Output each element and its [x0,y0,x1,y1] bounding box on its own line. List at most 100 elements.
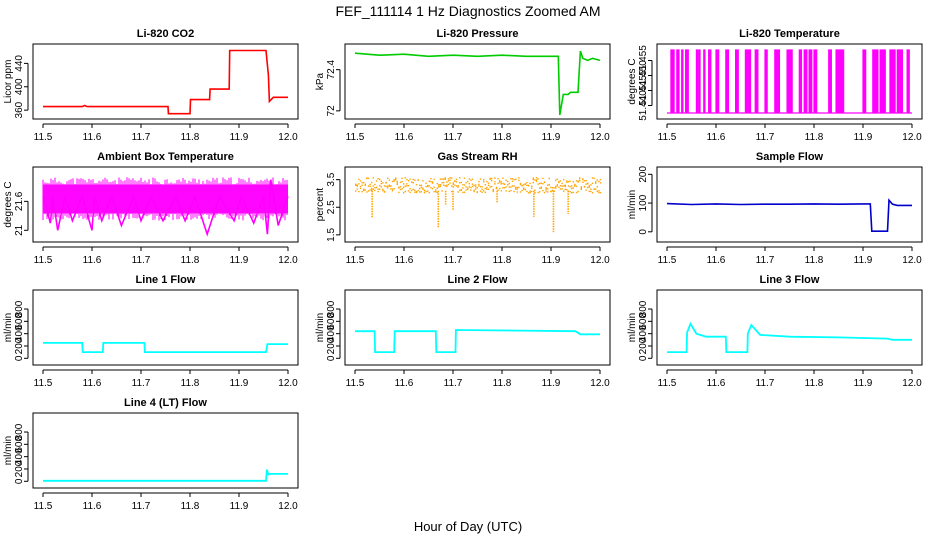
y-tick-label: 21.6 [14,191,25,211]
temperature-series-line [667,49,912,114]
rh-point [377,190,379,193]
rh-point [521,189,523,192]
rh-point [473,189,475,192]
rh-point [372,185,374,187]
rh-point [475,185,477,188]
rh-point [363,181,365,184]
rh-point [446,184,448,186]
y-tick-label: 600 [14,436,25,453]
rh-point [564,185,566,188]
rh-point [393,180,395,182]
rh-point [531,185,533,187]
rh-point [459,182,461,184]
rh-point [579,177,581,180]
rh-point [580,188,582,191]
rh-point [383,185,386,187]
x-tick-label: 11.6 [707,132,726,143]
rh-point [519,191,522,193]
rh-point [580,186,582,188]
x-tick-label: 12.0 [278,255,298,266]
rh-point [414,191,416,193]
rh-point [484,187,486,190]
rh-point [356,188,358,190]
rh-point [427,190,429,192]
rh-point [535,176,538,179]
y-tick-label: 51.445 [638,75,649,106]
y-tick-label: 100 [638,194,649,211]
rh-point [391,180,394,183]
rh-point [430,177,432,180]
x-tick-label: 11.6 [395,255,414,266]
rh-point [529,192,531,194]
rh-point [436,191,438,194]
rh-point [486,180,488,183]
rh-point [404,190,406,193]
rh-point [398,186,400,189]
plot-area [355,329,600,354]
rh-point [518,177,520,179]
rh-point [415,190,418,193]
y-tick-label: 51.455 [638,45,649,76]
rh-point [526,184,528,187]
rh-point [467,187,469,189]
panel-2: Li-820 Pressure kPa 11.5 11.6 11.7 11.8 11.9 12… [315,28,611,143]
rh-point [487,184,490,187]
rh-point [494,181,496,183]
rh-point [591,192,594,194]
rh-point [507,180,509,183]
rh-point [492,190,494,193]
rh-point [473,190,475,193]
rh-point [513,190,515,193]
rh-point [414,189,416,191]
rh-point [575,180,578,182]
rh-point [455,185,458,187]
rh-point [391,190,394,192]
rh-point [436,182,438,185]
rh-point [407,180,410,182]
rh-point [559,185,562,187]
x-tick-label: 11.7 [132,501,151,512]
rh-point [583,180,586,182]
x-tick-label: 11.7 [444,255,463,266]
rh-point [463,177,466,179]
series-line [42,179,289,237]
rh-point [356,185,358,187]
plot-frame [344,289,611,366]
rh-point [599,191,602,194]
rh-point [590,188,592,190]
rh-point [361,190,363,193]
rh-point [451,185,453,187]
x-tick-label: 11.8 [493,378,512,389]
rh-point [435,191,437,193]
rh-point [531,190,533,193]
panel-title: Li-820 Temperature [739,28,840,40]
rh-point [593,177,595,180]
rh-point [591,182,594,185]
rh-point [487,188,490,190]
rh-point [510,186,512,188]
panel-9: Line 3 Flow ml/min 11.5 11.6 11.7 11.8 11.9 12.… [627,274,923,389]
y-tick-label: 200 [326,337,337,354]
rh-point [423,189,426,191]
rh-point [491,177,493,180]
rh-point [367,185,370,187]
rh-point [556,184,558,186]
y-tick-label: 800 [14,300,25,317]
rh-point [387,177,389,179]
x-tick-label: 12.0 [902,132,922,143]
rh-point [575,185,578,187]
y-tick-label: 0 [14,355,25,361]
rh-point [593,188,595,190]
rh-point [364,189,366,191]
rh-point [595,182,597,184]
rh-point [492,190,494,192]
rh-point [507,184,509,186]
rh-point [444,177,446,179]
rh-point [511,185,514,187]
rh-point [499,187,501,190]
rh-point [508,190,510,193]
rh-point [411,189,413,192]
rh-point [398,191,400,194]
rh-point [462,187,464,189]
